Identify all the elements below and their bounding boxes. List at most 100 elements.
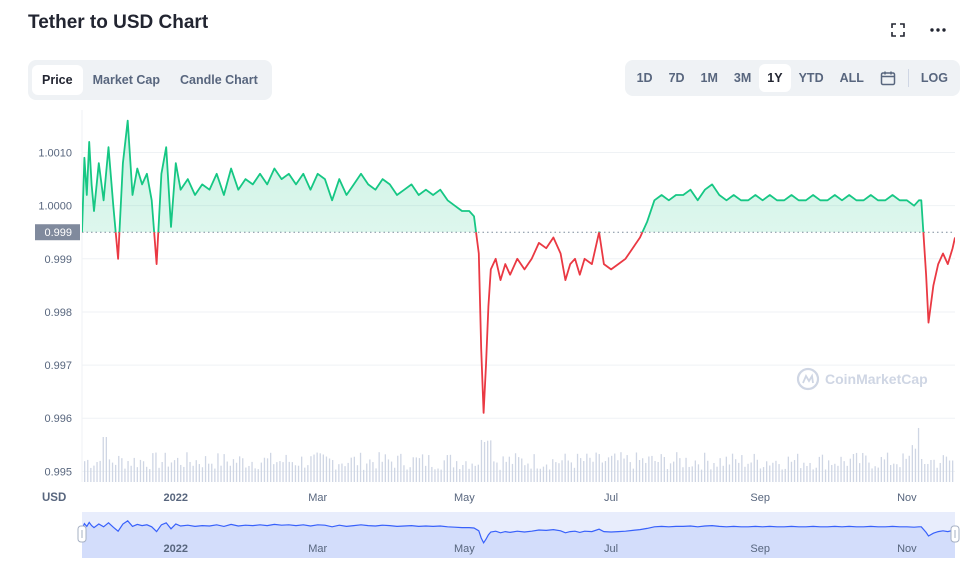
volume-bar (725, 456, 727, 482)
volume-bar (539, 468, 541, 482)
volume-bar (645, 462, 647, 482)
volume-bar (164, 452, 166, 482)
volume-bar (257, 469, 259, 482)
volume-bar (294, 465, 297, 482)
volume-bar (384, 454, 386, 482)
volume-bar (239, 456, 241, 482)
tab-candle-chart[interactable]: Candle Chart (179, 73, 258, 87)
volume-bar (747, 463, 749, 482)
volume-bar (611, 455, 613, 482)
volume-bar (301, 456, 303, 482)
range-ytd[interactable]: YTD (798, 71, 824, 85)
volume-bar (372, 462, 374, 482)
x-tick-label: Sep (750, 492, 770, 504)
y-tick-label: 0.999 (44, 254, 72, 266)
range-1m[interactable]: 1M (700, 71, 718, 85)
volume-bar (567, 460, 569, 482)
volume-bar (570, 462, 572, 482)
volume-bar (688, 466, 690, 482)
volume-bar (939, 462, 941, 482)
volume-bar (707, 460, 709, 482)
volume-bar (102, 437, 104, 482)
navigator-handle-left[interactable] (77, 525, 87, 543)
volume-bar (347, 462, 349, 482)
log-toggle[interactable]: LOG (920, 71, 948, 85)
volume-bar (325, 456, 328, 482)
volume-bar (660, 454, 662, 482)
volume-bar (276, 462, 278, 482)
price-line-up (82, 119, 925, 233)
range-1y[interactable]: 1Y (759, 64, 791, 92)
volume-bar (930, 459, 932, 482)
volume-bar (133, 457, 135, 482)
volume-bar (803, 462, 805, 482)
volume-bar (877, 467, 879, 482)
volume-bar (821, 454, 824, 482)
volume-bar (266, 458, 269, 482)
volume-bar (431, 466, 433, 482)
volume-bar (214, 468, 216, 482)
volume-bar (558, 463, 560, 482)
volume-bar (728, 464, 731, 482)
volume-bar (192, 465, 194, 482)
volume-bar (245, 467, 247, 482)
volume-bar (369, 459, 371, 482)
navigator-line (81, 520, 956, 544)
volume-bar (487, 440, 489, 482)
volume-bar (589, 457, 591, 482)
volume-bar (121, 458, 123, 482)
navigator-handle-right[interactable] (950, 525, 960, 543)
tab-market-cap[interactable]: Market Cap (92, 73, 160, 87)
y-tick-label: 0.995 (44, 466, 72, 478)
volume-bar (437, 468, 439, 482)
volume-bar (304, 467, 306, 482)
range-3m[interactable]: 3M (733, 71, 752, 85)
volume-bar (335, 469, 337, 482)
volume-bar (183, 466, 185, 482)
volume-bar (480, 439, 483, 482)
volume-bar (638, 460, 641, 482)
volume-bar (204, 456, 207, 482)
volume-bar (111, 462, 114, 482)
volume-bar (824, 469, 827, 482)
coinmarketcap-logo-icon (796, 367, 820, 391)
volume-bar (797, 453, 799, 482)
volume-bar (883, 459, 886, 482)
range-1d[interactable]: 1D (636, 71, 653, 85)
volume-bar (533, 454, 535, 482)
calendar-icon[interactable] (872, 64, 904, 92)
volume-bar (657, 462, 659, 482)
volume-bar (434, 469, 436, 482)
volume-bar (462, 464, 464, 482)
volume-bar (713, 462, 715, 482)
volume-bar (697, 464, 700, 482)
volume-bar (868, 462, 870, 482)
volume-bar (459, 469, 461, 482)
volume-bar (477, 464, 479, 482)
volume-bar (118, 455, 120, 482)
volume-bar (297, 465, 300, 482)
volume-bar (555, 462, 557, 482)
volume-bar (831, 464, 833, 482)
navigator-tick-label: Mar (308, 543, 327, 555)
volume-bar (700, 469, 703, 482)
more-options-icon[interactable] (926, 18, 950, 42)
volume-bar (945, 456, 948, 482)
volume-bar (719, 458, 721, 482)
volume-bar (899, 467, 901, 482)
tab-price[interactable]: Price (32, 65, 83, 95)
volume-bar (341, 463, 343, 482)
volume-bar (180, 464, 182, 482)
volume-bar (663, 457, 665, 482)
volume-bar (493, 461, 495, 482)
range-7d[interactable]: 7D (668, 71, 685, 85)
volume-bar (465, 461, 467, 482)
volume-bar (99, 460, 101, 482)
fullscreen-icon[interactable] (886, 18, 910, 42)
range-all[interactable]: ALL (839, 71, 864, 85)
volume-bar (694, 460, 696, 482)
volume-bar (852, 454, 855, 482)
volume-bar (676, 452, 678, 482)
volume-bar (787, 456, 789, 482)
volume-bar (170, 462, 173, 482)
